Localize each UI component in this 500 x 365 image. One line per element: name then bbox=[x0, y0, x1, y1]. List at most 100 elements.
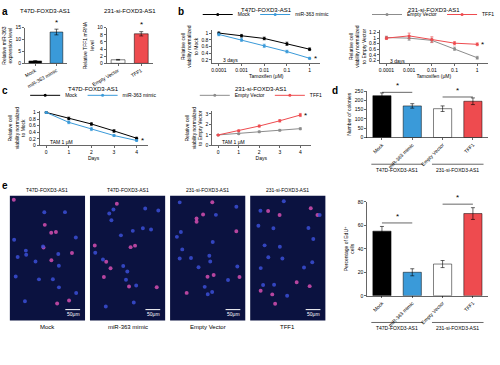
svg-text:Mock: Mock bbox=[238, 11, 250, 17]
svg-text:10: 10 bbox=[97, 24, 103, 30]
svg-text:TFF1: TFF1 bbox=[310, 92, 322, 98]
svg-text:*: * bbox=[481, 40, 484, 49]
svg-text:TFF1: TFF1 bbox=[280, 324, 295, 330]
svg-text:d: d bbox=[332, 85, 338, 96]
svg-text:0.6: 0.6 bbox=[201, 43, 208, 49]
svg-text:231-si-FOXD3-AS1: 231-si-FOXD3-AS1 bbox=[408, 7, 460, 13]
svg-text:miR-363 mimic: miR-363 mimic bbox=[387, 142, 415, 170]
svg-text:Tamoxifen (μM): Tamoxifen (μM) bbox=[417, 73, 452, 79]
svg-text:miR-363 mimic: miR-363 mimic bbox=[123, 92, 157, 98]
svg-text:T47D-FOXD3-AS1: T47D-FOXD3-AS1 bbox=[68, 86, 119, 92]
svg-text:10: 10 bbox=[15, 36, 21, 42]
svg-text:*: * bbox=[55, 18, 58, 27]
svg-text:2: 2 bbox=[258, 149, 261, 155]
svg-text:1: 1 bbox=[373, 35, 376, 41]
svg-text:miR-363 mimic: miR-363 mimic bbox=[295, 11, 329, 17]
svg-text:TAM 1 μM: TAM 1 μM bbox=[50, 139, 73, 145]
svg-text:TAM 1 μM: TAM 1 μM bbox=[222, 139, 245, 145]
svg-text:0.4: 0.4 bbox=[369, 52, 376, 58]
svg-text:Empty Vector: Empty Vector bbox=[420, 142, 446, 168]
svg-text:0.4: 0.4 bbox=[29, 129, 36, 135]
svg-text:Empty Vector: Empty Vector bbox=[420, 300, 446, 326]
svg-text:150: 150 bbox=[355, 106, 364, 112]
svg-text:231-si-FOXD3-AS1: 231-si-FOXD3-AS1 bbox=[266, 187, 309, 193]
svg-text:0.8: 0.8 bbox=[369, 40, 376, 46]
svg-text:1.2: 1.2 bbox=[369, 29, 376, 35]
svg-text:2: 2 bbox=[90, 149, 93, 155]
svg-text:T47D-FOXD3-AS1: T47D-FOXD3-AS1 bbox=[241, 7, 292, 13]
svg-text:*: * bbox=[456, 193, 459, 202]
svg-text:50μm: 50μm bbox=[67, 311, 80, 317]
svg-text:231-si-FOXD3-AS1: 231-si-FOXD3-AS1 bbox=[436, 325, 479, 331]
svg-text:Mock: Mock bbox=[24, 67, 38, 78]
svg-text:3: 3 bbox=[206, 111, 209, 117]
svg-text:4: 4 bbox=[100, 46, 103, 52]
svg-text:231-si-FOXD3-AS1: 231-si-FOXD3-AS1 bbox=[235, 86, 287, 92]
svg-text:0.0001: 0.0001 bbox=[211, 67, 227, 73]
svg-text:TFF1: TFF1 bbox=[463, 300, 476, 313]
svg-text:TFF1: TFF1 bbox=[130, 67, 144, 78]
svg-text:0.2: 0.2 bbox=[369, 57, 376, 63]
svg-text:miR-363 mimic: miR-363 mimic bbox=[387, 300, 415, 328]
svg-text:15: 15 bbox=[15, 24, 21, 30]
svg-text:Relative cellviability normali: Relative cellviability normalizedto Mock bbox=[180, 25, 199, 67]
svg-text:4: 4 bbox=[135, 149, 138, 155]
svg-text:T47D-FOXD3-AS1: T47D-FOXD3-AS1 bbox=[26, 187, 68, 193]
svg-text:0: 0 bbox=[360, 293, 363, 299]
svg-text:miR-363 mimic: miR-363 mimic bbox=[26, 67, 58, 89]
svg-text:*: * bbox=[304, 111, 307, 120]
svg-text:Empty Vector: Empty Vector bbox=[235, 92, 265, 98]
svg-text:Percentage of EdU⁺cells: Percentage of EdU⁺cells bbox=[343, 226, 356, 271]
svg-text:231-si-FOXD3-AS1: 231-si-FOXD3-AS1 bbox=[104, 8, 156, 14]
svg-text:6: 6 bbox=[100, 39, 103, 45]
svg-text:2: 2 bbox=[100, 53, 103, 59]
svg-text:Days: Days bbox=[88, 155, 100, 161]
svg-text:0.001: 0.001 bbox=[403, 67, 416, 73]
svg-text:0.001: 0.001 bbox=[235, 67, 248, 73]
svg-text:1: 1 bbox=[206, 30, 209, 36]
svg-text:*: * bbox=[396, 81, 399, 90]
svg-text:Mock: Mock bbox=[65, 92, 77, 98]
svg-text:4: 4 bbox=[299, 149, 302, 155]
svg-text:2: 2 bbox=[206, 121, 209, 127]
svg-text:a: a bbox=[2, 6, 8, 17]
svg-text:1: 1 bbox=[237, 149, 240, 155]
svg-text:0.1: 0.1 bbox=[451, 67, 458, 73]
svg-text:0.6: 0.6 bbox=[369, 46, 376, 52]
svg-text:50μm: 50μm bbox=[227, 311, 240, 317]
svg-text:Mock: Mock bbox=[40, 324, 55, 330]
svg-text:Days: Days bbox=[256, 155, 268, 161]
svg-text:b: b bbox=[178, 6, 184, 17]
svg-text:3 days: 3 days bbox=[390, 58, 405, 64]
svg-text:Mock: Mock bbox=[372, 142, 385, 155]
svg-text:0: 0 bbox=[45, 149, 48, 155]
svg-text:40: 40 bbox=[358, 246, 364, 252]
svg-text:*: * bbox=[141, 136, 144, 145]
svg-text:TFF1: TFF1 bbox=[463, 142, 476, 155]
svg-text:3 days: 3 days bbox=[223, 57, 238, 63]
svg-text:T47D-FOXD3-AS1: T47D-FOXD3-AS1 bbox=[376, 167, 418, 173]
svg-text:TFF1: TFF1 bbox=[482, 11, 494, 17]
svg-text:Relative miR-363expression lev: Relative miR-363expression level bbox=[1, 26, 14, 65]
svg-text:0.01: 0.01 bbox=[427, 67, 437, 73]
svg-text:1: 1 bbox=[476, 67, 479, 73]
svg-text:3: 3 bbox=[113, 149, 116, 155]
svg-text:50μm: 50μm bbox=[307, 311, 320, 317]
svg-text:1: 1 bbox=[308, 67, 311, 73]
svg-text:1: 1 bbox=[33, 109, 36, 115]
svg-text:Number of colonies: Number of colonies bbox=[346, 92, 352, 136]
svg-text:Relative cellviability normali: Relative cellviability normalizedto Mock bbox=[7, 107, 26, 149]
svg-text:0.1: 0.1 bbox=[283, 67, 290, 73]
svg-text:3: 3 bbox=[278, 149, 281, 155]
svg-text:0: 0 bbox=[217, 149, 220, 155]
svg-text:250: 250 bbox=[355, 88, 364, 94]
svg-text:c: c bbox=[2, 85, 8, 96]
svg-text:80: 80 bbox=[358, 199, 364, 205]
svg-text:8: 8 bbox=[100, 32, 103, 38]
svg-text:231-si-FOXD3-AS1: 231-si-FOXD3-AS1 bbox=[186, 187, 229, 193]
svg-text:Relative cellviability normali: Relative cellviability normalizedto Empt… bbox=[348, 25, 367, 67]
svg-text:T47D-FOXD3-AS1: T47D-FOXD3-AS1 bbox=[20, 8, 71, 14]
svg-text:231-si-FOXD3-AS1: 231-si-FOXD3-AS1 bbox=[436, 167, 479, 173]
svg-text:e: e bbox=[2, 180, 8, 191]
svg-text:60: 60 bbox=[358, 222, 364, 228]
